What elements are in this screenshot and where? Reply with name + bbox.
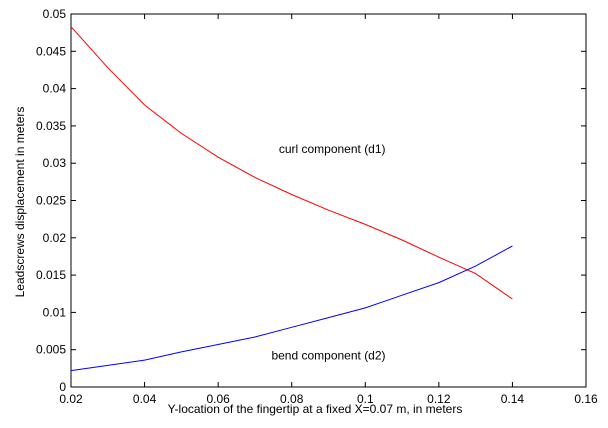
y-tick-label: 0.035	[36, 119, 66, 133]
y-tick-label: 0.015	[36, 268, 66, 282]
y-tick-label: 0.005	[36, 343, 66, 357]
x-tick-label: 0.16	[574, 392, 598, 406]
y-tick-label: 0.05	[43, 7, 67, 21]
y-tick-label: 0	[59, 380, 66, 394]
x-tick-label: 0.1	[357, 392, 374, 406]
series-line-bend	[70, 245, 513, 372]
annotations: curl component (d1) bend component (d2)	[271, 142, 385, 363]
y-tick-label: 0.025	[36, 194, 66, 208]
y-axis-label: Leadscrews displacement in meters	[13, 107, 27, 298]
y-tick-label: 0.045	[36, 44, 66, 58]
y-tick-label: 0.04	[43, 82, 67, 96]
x-tick-label: 0.08	[280, 392, 304, 406]
annotation-bend: bend component (d2)	[271, 348, 385, 362]
plot-area	[70, 13, 587, 388]
y-tick-label: 0.01	[43, 305, 67, 319]
y-axis: 0 0.005 0.01 0.015 0.02 0.025 0.03 0.035 0.04 0.0…	[36, 7, 586, 394]
x-axis: 0.02 0.04 0.06 0.08 0.1 0.12 0.14 0.16	[59, 14, 598, 406]
x-tick-label: 0.14	[501, 392, 525, 406]
plot-border	[70, 13, 587, 388]
series-layer	[70, 26, 513, 372]
annotation-curl: curl component (d1)	[279, 142, 386, 156]
x-tick-label: 0.02	[59, 392, 83, 406]
y-tick-label: 0.02	[43, 231, 67, 245]
x-tick-label: 0.12	[427, 392, 451, 406]
x-tick-label: 0.04	[133, 392, 157, 406]
y-tick-label: 0.03	[43, 156, 67, 170]
series-line-curl	[70, 26, 513, 300]
x-tick-label: 0.06	[206, 392, 230, 406]
x-axis-label: Y-location of the fingertip at a fixed X…	[168, 402, 463, 416]
